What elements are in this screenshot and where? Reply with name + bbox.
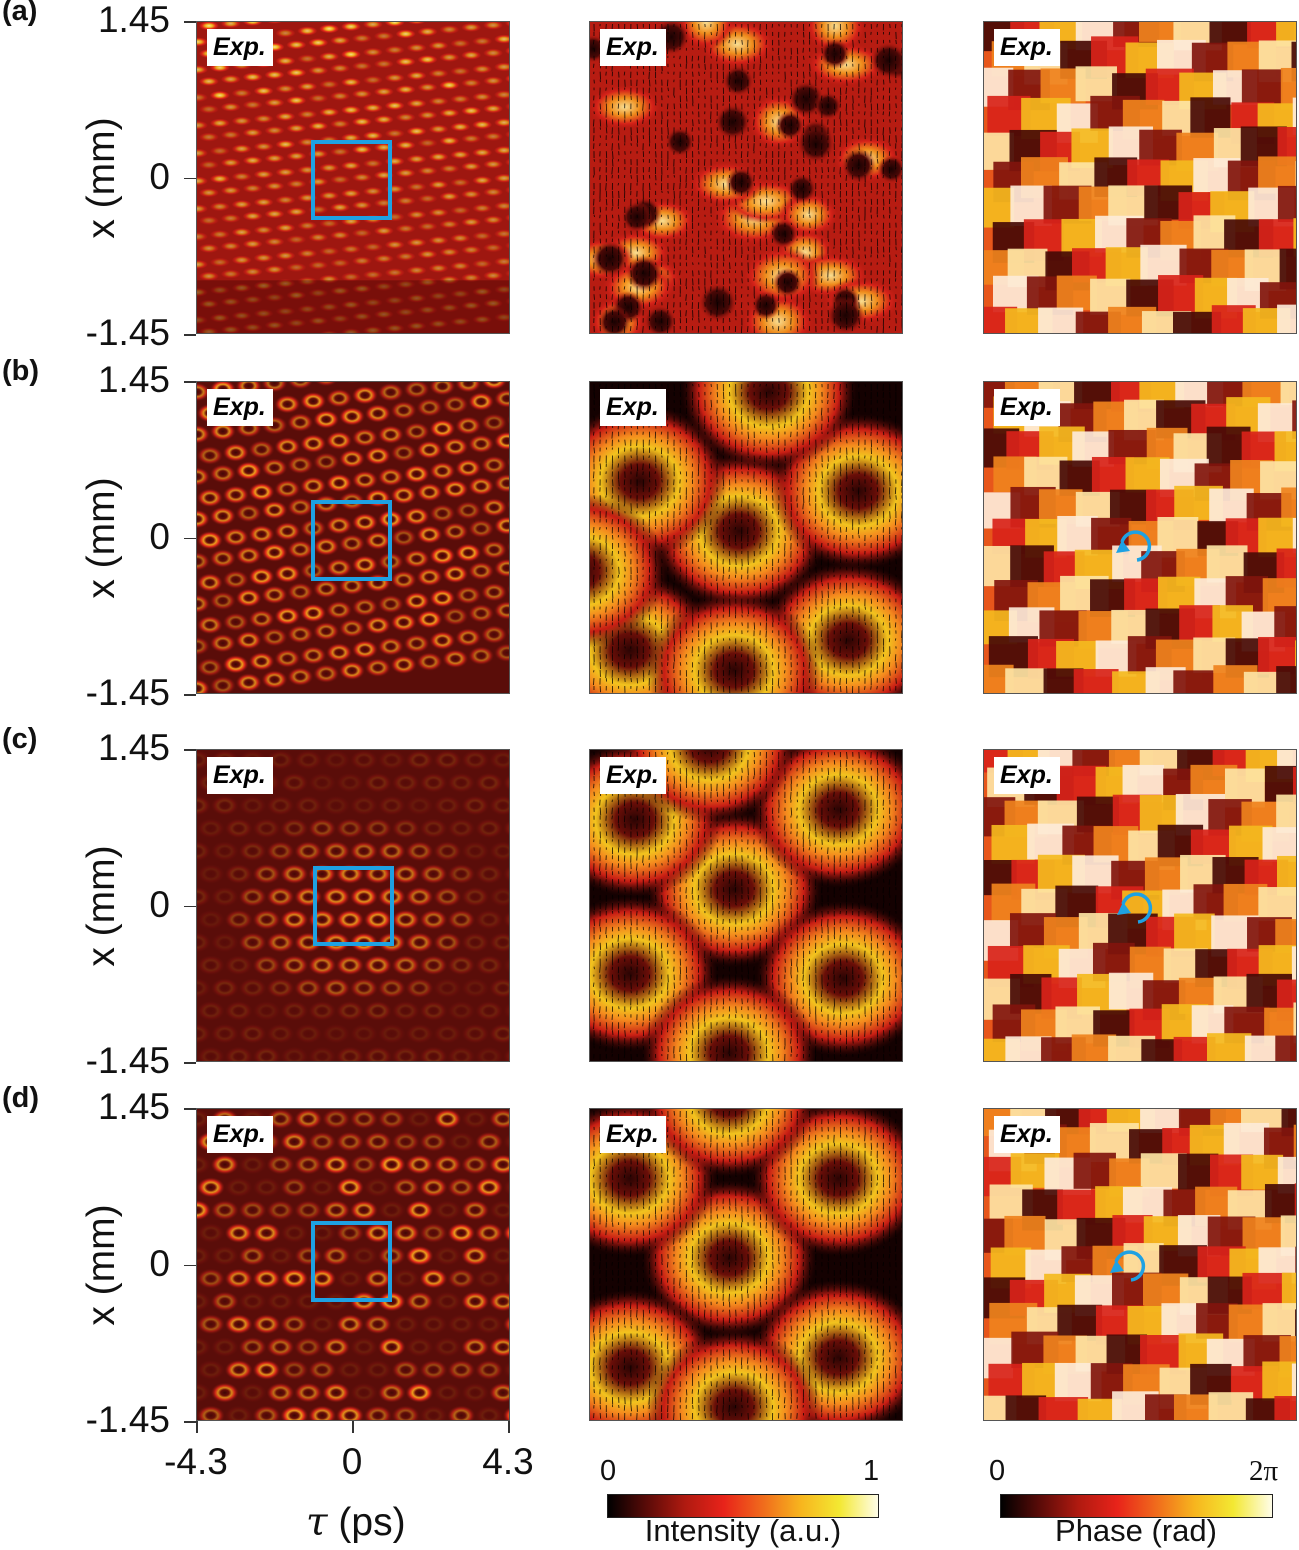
exp-badge: Exp. xyxy=(600,389,666,426)
y-tick: 1.45 xyxy=(97,1086,170,1127)
middle-panel-b: Exp. xyxy=(589,381,903,694)
y-tick-mark xyxy=(184,21,196,23)
zoom-region-box xyxy=(311,500,392,581)
vortex-rotation-arrow-icon xyxy=(1117,892,1153,924)
x-tick-mark xyxy=(352,1421,354,1433)
exp-badge: Exp. xyxy=(207,389,273,426)
y-axis-label: x (mm) xyxy=(80,844,123,967)
exp-badge: Exp. xyxy=(600,757,666,794)
intensity-colorbar-gradient xyxy=(607,1494,879,1518)
y-tick: -1.45 xyxy=(85,1040,170,1081)
y-axis-label: x (mm) xyxy=(80,1203,123,1326)
y-tick-mark xyxy=(184,334,196,336)
x-tick-mark xyxy=(508,1421,510,1433)
y-tick: -1.45 xyxy=(85,312,170,353)
y-tick-mark xyxy=(184,749,196,751)
x-tick-mark xyxy=(196,1421,198,1433)
exp-badge: Exp. xyxy=(994,29,1060,66)
y-axis-label: x (mm) xyxy=(80,476,123,599)
panel-label-a: (a) xyxy=(2,0,38,27)
intensity-max-label: 1 xyxy=(863,1455,880,1487)
y-axis-label: x (mm) xyxy=(80,116,123,239)
vortex-rotation-arrow-icon xyxy=(1110,1250,1146,1282)
exp-badge: Exp. xyxy=(600,1116,666,1153)
right-panel-b: Exp. xyxy=(983,381,1297,694)
intensity-min-label: 0 xyxy=(600,1455,617,1487)
zoom-region-box xyxy=(313,866,394,946)
vortex-rotation-arrow-icon xyxy=(1116,530,1152,562)
y-tick-mark xyxy=(184,177,196,179)
y-tick: -1.45 xyxy=(85,672,170,713)
zoom-region-box xyxy=(311,140,392,220)
middle-panel-d: Exp. xyxy=(589,1108,903,1421)
y-tick: 1.45 xyxy=(97,0,170,40)
x-tick-zero: 0 xyxy=(341,1441,363,1482)
left-panel-a: Exp. xyxy=(196,21,510,334)
phase-colorbar-gradient xyxy=(1000,1494,1273,1518)
y-tick-mark xyxy=(184,381,196,383)
y-tick: 0 xyxy=(149,515,170,557)
intensity-colorbar-title: Intensity (a.u.) xyxy=(644,1513,842,1548)
x-axis-unit: (ps) xyxy=(327,1501,406,1544)
y-tick: 1.45 xyxy=(97,727,170,768)
y-tick: -1.45 xyxy=(85,1399,170,1440)
middle-panel-a: Exp. xyxy=(589,21,903,334)
y-tick-mark xyxy=(184,1062,196,1064)
y-tick-mark xyxy=(184,1108,196,1110)
right-panel-c: Exp. xyxy=(983,749,1297,1062)
exp-badge: Exp. xyxy=(994,757,1060,794)
panel-label-c: (c) xyxy=(2,723,38,755)
panel-label-d: (d) xyxy=(2,1082,40,1114)
exp-badge: Exp. xyxy=(207,29,273,66)
left-panel-d: Exp. xyxy=(196,1108,510,1421)
phase-max-label: 2π xyxy=(1249,1455,1279,1487)
y-tick-mark xyxy=(184,694,196,696)
exp-badge: Exp. xyxy=(994,389,1060,426)
phase-colorbar-title: Phase (rad) xyxy=(1055,1513,1217,1548)
exp-badge: Exp. xyxy=(600,29,666,66)
y-tick: 0 xyxy=(149,1242,170,1284)
y-tick-mark xyxy=(184,1421,196,1423)
tau-symbol: τ xyxy=(306,1500,328,1545)
exp-badge: Exp. xyxy=(207,1116,273,1153)
left-panel-c: Exp. xyxy=(196,749,510,1062)
x-axis-label: τ (ps) xyxy=(306,1500,406,1545)
right-panel-a: Exp. xyxy=(983,21,1297,334)
x-tick-max: 4.3 xyxy=(482,1441,534,1482)
zoom-region-box xyxy=(311,1221,392,1302)
y-tick-mark xyxy=(184,537,196,539)
exp-badge: Exp. xyxy=(207,757,273,794)
panel-label-b: (b) xyxy=(2,355,40,387)
left-panel-b: Exp. xyxy=(196,381,510,694)
y-tick: 1.45 xyxy=(97,359,170,400)
y-tick: 0 xyxy=(149,883,170,925)
x-tick-min: -4.3 xyxy=(164,1441,228,1482)
middle-panel-c: Exp. xyxy=(589,749,903,1062)
exp-badge: Exp. xyxy=(994,1116,1060,1153)
y-tick-mark xyxy=(184,905,196,907)
phase-min-label: 0 xyxy=(989,1455,1006,1487)
right-panel-d: Exp. xyxy=(983,1108,1297,1421)
y-tick-mark xyxy=(184,1264,196,1266)
y-tick: 0 xyxy=(149,155,170,197)
